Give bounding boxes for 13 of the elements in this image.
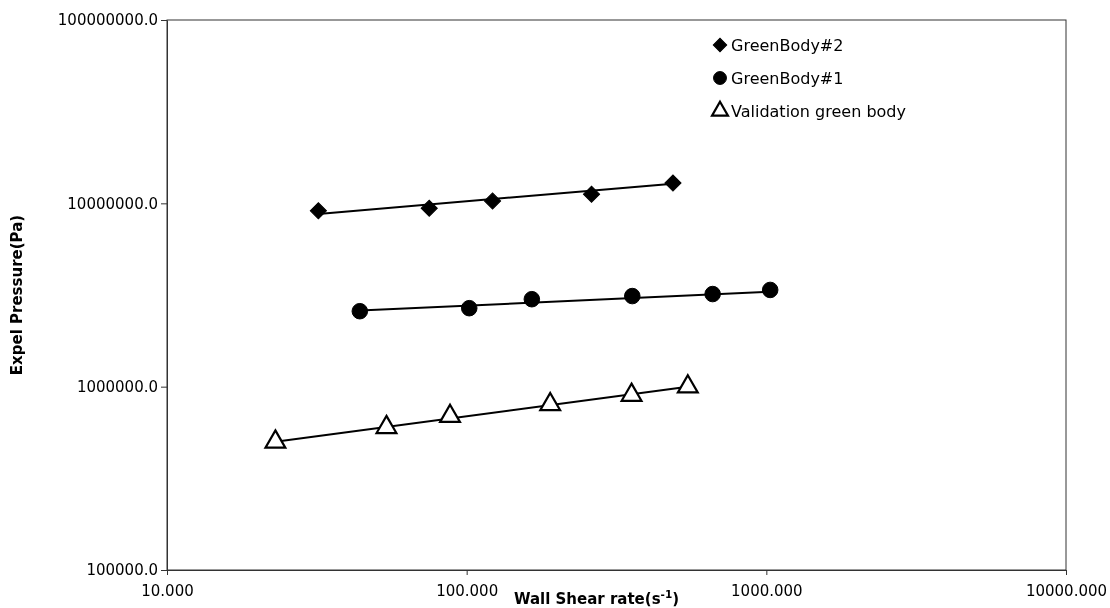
legend-label: GreenBody#1 — [731, 69, 844, 88]
y-tick-label: 100000000.0 — [57, 11, 158, 30]
x-tick-label: 10000.000 — [1025, 582, 1108, 600]
x-tick-label: 100.000 — [436, 582, 499, 600]
y-axis-title: Expel Pressure(Pa) — [8, 214, 26, 376]
x-tick-label: 10.000 — [141, 582, 194, 600]
legend-label: Validation green body — [731, 102, 906, 121]
x-axis-title: Wall Shear rate(s$^{-1}$) — [513, 588, 680, 608]
legend-label: GreenBody#2 — [731, 36, 844, 55]
y-tick-label: 10000000.0 — [67, 194, 158, 213]
y-tick-label: 1000000.0 — [76, 377, 158, 396]
y-tick-label: 100000.0 — [86, 561, 158, 580]
x-tick-label: 1000.000 — [731, 582, 803, 600]
